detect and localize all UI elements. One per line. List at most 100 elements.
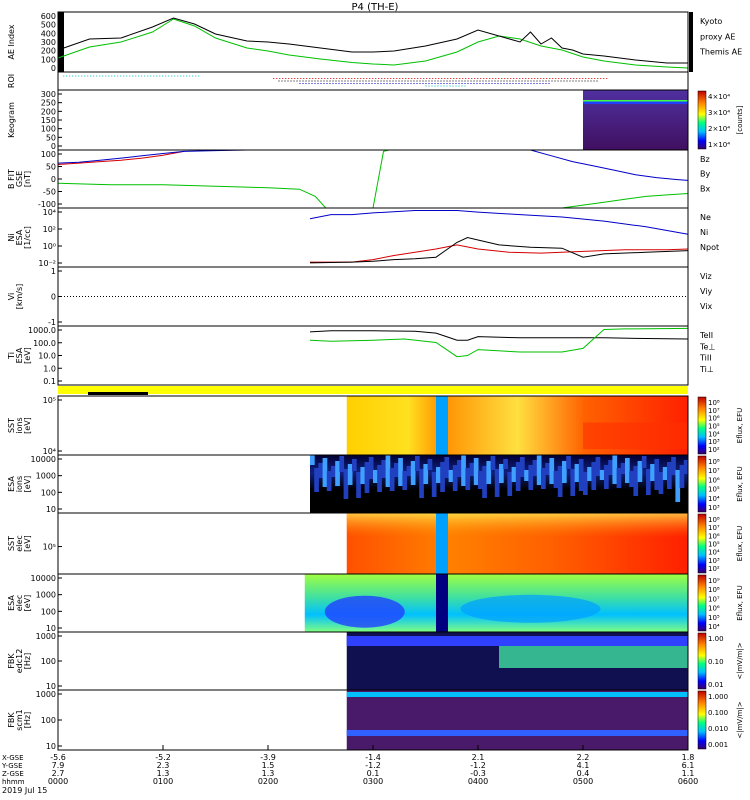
esa_elec-ylabel: ESA xyxy=(7,595,16,611)
esa-ion-noise xyxy=(364,462,370,493)
keogram-ylabel: Keogram xyxy=(7,102,16,138)
fbk_scm-colorbar xyxy=(697,690,707,750)
time-label-Y-GSE: -1.2 xyxy=(365,761,381,770)
density-frame xyxy=(57,207,689,268)
esa-ion-noise xyxy=(381,460,387,478)
esa-elec-band xyxy=(460,594,601,623)
fbk_edc-colorbar-tick: 0.01 xyxy=(708,681,724,689)
bfield-series-By xyxy=(561,193,689,209)
density-ytick-label: 10² xyxy=(43,225,56,234)
esa-ion-noise xyxy=(637,461,643,482)
esa_ion-colorbar xyxy=(697,455,707,513)
esa_elec-ylabel: elec xyxy=(15,595,24,611)
fbk_scm-colorbar-tick: 0.001 xyxy=(708,741,728,749)
time-row-label: hhmm xyxy=(2,778,25,786)
time-label-X-GSE: 2.1 xyxy=(472,753,485,762)
esa-ion-noise xyxy=(608,460,613,475)
fbk_edc-ylabel: [Hz] xyxy=(23,653,32,669)
temperature-legend: TiII xyxy=(699,354,712,363)
sst_elec-ylabel: SST xyxy=(7,536,16,551)
time-label-Z-GSE: 0.4 xyxy=(577,769,590,778)
esa-ion-noise xyxy=(499,464,504,483)
sst_ion-ytick-label: 10⁴ xyxy=(43,447,56,456)
temperature-legend: TeII xyxy=(699,331,713,340)
esa-ion-noise xyxy=(318,463,324,478)
esa-ion-noise xyxy=(490,456,496,470)
sst_elec-colorbar xyxy=(697,513,707,574)
temperature-legend: Te⊥ xyxy=(699,342,715,351)
esa_ion-colorbar-tick: 10³ xyxy=(708,504,720,512)
sst_elec-colorbar-tick: 10⁴ xyxy=(708,549,720,557)
esa-ion-noise xyxy=(398,458,403,486)
esa-ion-noise xyxy=(524,470,529,481)
esa-ion-noise xyxy=(574,464,580,482)
esa-ion-noise xyxy=(578,459,584,491)
esa_ion-ytick-label: 10000 xyxy=(31,455,56,464)
esa_elec-colorbar-tick: 10⁵ xyxy=(708,614,720,622)
time-label-hhmm: 0100 xyxy=(153,777,173,786)
temperature-ylabel: [eV] xyxy=(23,347,32,364)
esa-ion-noise xyxy=(394,463,399,477)
esa-ion-noise xyxy=(675,470,681,502)
ae-ytick-label: 0 xyxy=(51,64,56,73)
esa-ion-noise xyxy=(646,469,651,495)
ae-ylabel: AE Index xyxy=(7,24,16,59)
ae-ytick-label: 300 xyxy=(41,38,56,47)
time-row-label: X-GSE xyxy=(2,754,24,762)
esa-ion-noise xyxy=(448,470,454,482)
esa-ion-noise xyxy=(587,467,592,481)
sst_elec-colorbar-tick: 10⁵ xyxy=(708,541,720,549)
esa-ion-noise xyxy=(431,472,437,497)
time-label-Z-GSE: 1.3 xyxy=(262,769,275,778)
esa_ion-colorbar-tick: 10⁶ xyxy=(708,476,720,484)
bfield-ytick-label: 0 xyxy=(51,175,56,184)
fbk_scm-ytick-label: 100 xyxy=(41,716,56,725)
fbk_scm-ytick-label: 1000 xyxy=(36,690,56,699)
ae-frame xyxy=(57,11,689,73)
esa-ion-noise xyxy=(671,457,676,475)
esa-ion-noise xyxy=(436,467,441,483)
esa_ion-ytick-label: 100 xyxy=(41,488,56,497)
mode-bar xyxy=(58,386,688,394)
temperature-ytick-label: 1000.0 xyxy=(28,326,56,335)
esa_ion-ytick-label: 1000 xyxy=(36,472,56,481)
fbk-scm-band xyxy=(346,730,688,736)
sst_elec-colorbar-tick: 10⁸ xyxy=(708,516,720,524)
esa-ion-noise xyxy=(373,470,378,483)
esa-ion-noise xyxy=(679,465,685,488)
esa-ion-noise xyxy=(583,472,588,495)
esa-ion-noise xyxy=(520,457,525,477)
esa-ion-noise xyxy=(444,457,450,478)
esa-ion-noise xyxy=(541,468,546,489)
keogram-ytick-label: 200 xyxy=(41,107,56,116)
sst_ion-colorbar-tick: 10⁷ xyxy=(708,407,720,415)
velocity-ytick-label: 1 xyxy=(51,267,56,276)
esa-ion-noise xyxy=(415,456,420,471)
esa-ion-noise xyxy=(339,456,345,472)
time-label-X-GSE: -1.4 xyxy=(365,753,381,762)
temperature-ytick-label: 1.0 xyxy=(43,364,56,373)
time-label-Z-GSE: 2.7 xyxy=(52,769,65,778)
sst_ion-ylabel: ions xyxy=(15,417,24,433)
esa-ion-noise xyxy=(662,467,668,480)
esa-ion-noise xyxy=(658,472,664,494)
esa_elec-colorbar-label: Eflux, EFU xyxy=(736,585,744,620)
ae-ytick-label: 600 xyxy=(41,12,56,21)
esa_ion-colorbar-tick: 10⁵ xyxy=(708,486,720,494)
esa-ion-noise xyxy=(402,471,408,490)
esa-ion-noise xyxy=(356,472,361,498)
sst_elec-colorbar-tick: 10⁶ xyxy=(708,532,720,540)
temperature-ytick-label: 0.1 xyxy=(43,377,56,386)
sst-ion-red xyxy=(583,422,688,450)
sst_ion-colorbar-label: Eflux, EFU xyxy=(736,408,744,443)
bfield-series-Bx xyxy=(530,149,689,181)
time-label-Y-GSE: 1.5 xyxy=(262,761,275,770)
bfield-legend: Bx xyxy=(700,184,710,193)
ae-ytick-label: 200 xyxy=(41,47,56,56)
keogram-colorbar-tick: 2×10⁴ xyxy=(708,125,730,133)
sst_elec-dropout xyxy=(436,513,448,574)
esa_ion-colorbar-tick: 10⁴ xyxy=(708,495,720,503)
ae-legend: proxy AE xyxy=(700,32,735,41)
bfield-series-Bx xyxy=(57,149,268,164)
keogram-ytick-label: 50 xyxy=(46,133,56,142)
